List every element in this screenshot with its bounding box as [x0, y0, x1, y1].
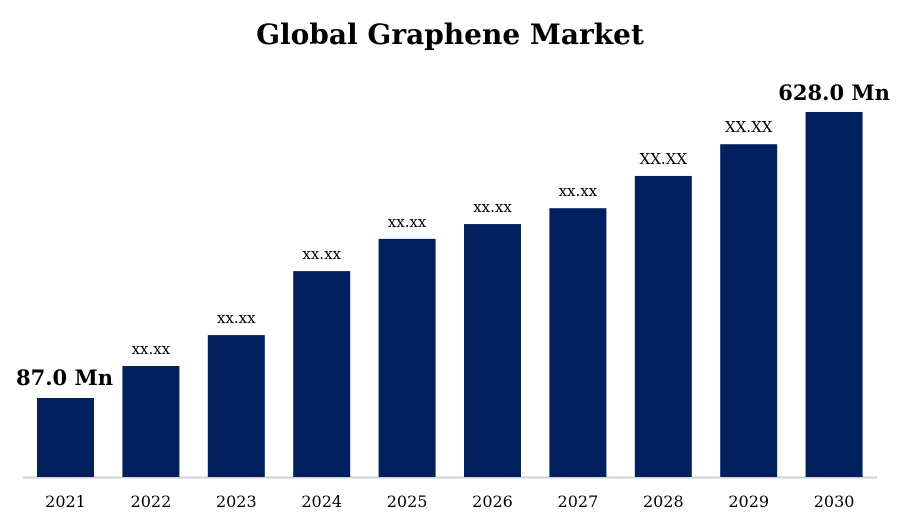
bar-2025 [378, 238, 436, 477]
data-label-2021: 87.0 Mn [16, 365, 113, 390]
bar-2030 [805, 111, 863, 477]
x-tick-label: 2026 [472, 492, 513, 511]
x-tick-label: 2025 [387, 492, 428, 511]
x-tick-label: 2021 [45, 492, 86, 511]
data-label-2027: xx.xx [559, 182, 598, 200]
data-label-2024: xx.xx [302, 245, 341, 263]
data-label-2022: xx.xx [132, 340, 171, 358]
data-label-2028: XX.XX [640, 150, 688, 168]
x-tick-label: 2028 [643, 492, 684, 511]
data-label-2026: xx.xx [473, 198, 512, 216]
x-tick-label: 2023 [216, 492, 257, 511]
data-label-2023: xx.xx [217, 309, 256, 327]
x-tick-label: 2024 [301, 492, 342, 511]
x-tick-label: 2022 [131, 492, 172, 511]
bar-2026 [464, 224, 521, 477]
data-label-2025: xx.xx [388, 213, 427, 231]
bar-2022 [122, 366, 180, 477]
bar-2021 [37, 398, 94, 477]
x-tick-label: 2030 [814, 492, 855, 511]
x-tick-label: 2029 [728, 492, 769, 511]
chart-title: Global Graphene Market [256, 18, 644, 51]
data-label-2029: XX.XX [725, 118, 773, 136]
x-tick-label: 2027 [558, 492, 599, 511]
bar-2028 [634, 175, 692, 477]
bar-2027 [549, 208, 607, 477]
bar-2023 [207, 335, 265, 477]
bar-2029 [720, 144, 778, 477]
bar-2024 [293, 271, 351, 477]
data-label-2030: 628.0 Mn [778, 80, 890, 105]
